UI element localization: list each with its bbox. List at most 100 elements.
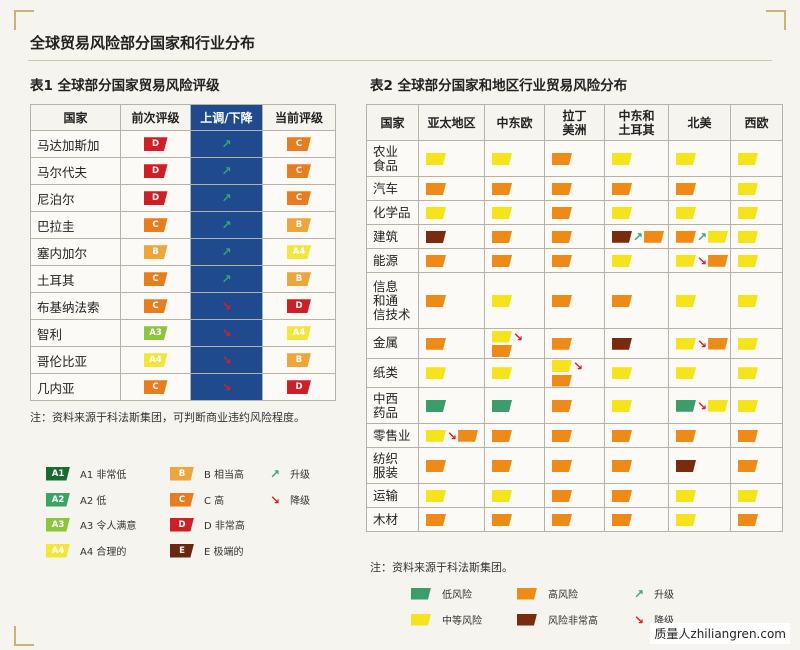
watermark: 质量人zhiliangren.com [650, 623, 790, 644]
high-risk-chip [552, 183, 572, 195]
table2-header-cell: 国家 [366, 104, 419, 141]
sector-name: 能源 [373, 252, 399, 268]
table-row: 几内亚 C ↘ D [30, 373, 336, 401]
medium-risk-chip [738, 207, 758, 219]
sector-cell: 建筑 [366, 224, 419, 249]
table2-header-cell: 亚太地区 [418, 104, 485, 141]
risk-cell [484, 357, 545, 388]
risk-cell [730, 423, 783, 448]
risk-cell [668, 176, 731, 201]
corner-decoration [14, 10, 34, 30]
corner-decoration [14, 626, 34, 646]
sector-name: 纸类 [373, 364, 399, 380]
high-risk-chip [552, 430, 572, 442]
high-risk-chip [492, 430, 512, 442]
legend-badge: A4 [46, 543, 70, 558]
table-row: 零售业 ↘ [366, 423, 783, 448]
high-risk-chip [708, 254, 729, 267]
prev-rating-badge: D [143, 164, 168, 179]
sector-name: 金属 [373, 335, 399, 351]
high-risk-chip [612, 295, 632, 307]
prev-rating-cell: D [120, 184, 191, 212]
high-risk-chip [492, 460, 512, 472]
trend-cell: ↗ [190, 130, 263, 158]
risk-cell [484, 423, 545, 448]
legend-label: 升级 [654, 590, 675, 601]
legend-badge: A3 [46, 517, 70, 532]
prev-rating-badge: C [143, 299, 168, 314]
downgrade-arrow-icon: ↘ [573, 359, 584, 373]
risk-cell [730, 387, 783, 424]
medium-risk-chip [612, 367, 632, 380]
risk-cell [668, 357, 731, 388]
risk-cell [544, 483, 605, 508]
upgrade-arrow-icon: ↗ [221, 137, 232, 152]
high-risk-chip [644, 230, 665, 243]
trend-cell: ↘ [190, 373, 263, 401]
risk-cell: ↘ [668, 328, 731, 359]
table1-header-country: 国家 [30, 104, 121, 131]
risk-cell [418, 176, 485, 201]
sector-name: 纺织 服装 [373, 450, 399, 480]
sector-cell: 金属 [366, 328, 419, 359]
risk-cell [668, 272, 731, 329]
sector-name: 运输 [373, 487, 399, 503]
risk-cell [668, 200, 731, 225]
sector-cell: 化学品 [366, 200, 419, 225]
low-risk-chip [426, 400, 446, 412]
country-rating-table: 国家 前次评级 上调/下降 当前评级 马达加斯加 D ↗ C 马尔代夫 D ↗ C 尼泊尔 D ↗ C… [30, 104, 336, 401]
risk-cell [484, 507, 545, 532]
risk-cell [544, 447, 605, 484]
risk-cell [544, 423, 605, 448]
risk-cell [484, 447, 545, 484]
medium-risk-chip [738, 231, 758, 243]
table-row: 金属 ↘ ↘ [366, 328, 783, 359]
risk-cell [604, 176, 669, 201]
low-risk-chip [676, 399, 696, 412]
risk-cell [604, 200, 669, 225]
high-risk-chip [458, 429, 479, 442]
curr-rating-cell: B [262, 265, 336, 293]
sector-name: 中西 药品 [373, 390, 399, 420]
table-row: 运输 [366, 483, 783, 508]
sector-name: 木材 [373, 511, 399, 527]
risk-cell [418, 447, 485, 484]
high-risk-chip [552, 460, 572, 472]
risk-cell [544, 248, 605, 273]
legend-label: C 高 [204, 496, 225, 507]
medium-risk-chip [676, 254, 696, 267]
medium-risk-chip [676, 514, 696, 526]
curr-rating-badge: A4 [287, 245, 311, 260]
high-risk-chip [426, 460, 446, 472]
risk-cell: ↘ [484, 328, 545, 359]
prev-rating-badge: D [143, 137, 168, 152]
table-row: 马尔代夫 D ↗ C [30, 157, 336, 185]
curr-rating-cell: A4 [262, 238, 336, 266]
table-row: 能源 ↘ [366, 248, 783, 273]
country-name: 几内亚 [30, 373, 121, 401]
table-row: 土耳其 C ↗ B [30, 265, 336, 293]
very-high-risk-chip [426, 231, 446, 243]
medium-risk-chip [676, 295, 696, 307]
high-risk-chip [738, 460, 758, 472]
risk-cell: ↘ [418, 423, 485, 448]
medium-risk-chip [426, 490, 446, 502]
table2-title: 表2 全球部分国家和地区行业贸易风险分布 [370, 78, 628, 94]
risk-cell [730, 357, 783, 388]
risk-cell [668, 507, 731, 532]
table-row: 马达加斯加 D ↗ C [30, 130, 336, 158]
table1-header-curr: 当前评级 [262, 104, 336, 131]
country-name: 智利 [30, 319, 121, 347]
medium-risk-chip [552, 360, 572, 372]
sector-cell: 木材 [366, 507, 419, 532]
downgrade-arrow-icon: ↘ [221, 326, 232, 341]
upgrade-arrow-icon: ↗ [221, 245, 232, 260]
corner-decoration [766, 10, 786, 30]
table1-note: 注：资料来源于科法斯集团，可判断商业违约风险程度。 [30, 411, 305, 424]
prev-rating-cell: C [120, 265, 191, 293]
risk-cell [544, 387, 605, 424]
high-risk-chip [552, 153, 572, 165]
table2-header-cell: 中东欧 [484, 104, 545, 141]
risk-cell [604, 387, 669, 424]
legend-badge: D [170, 517, 194, 532]
